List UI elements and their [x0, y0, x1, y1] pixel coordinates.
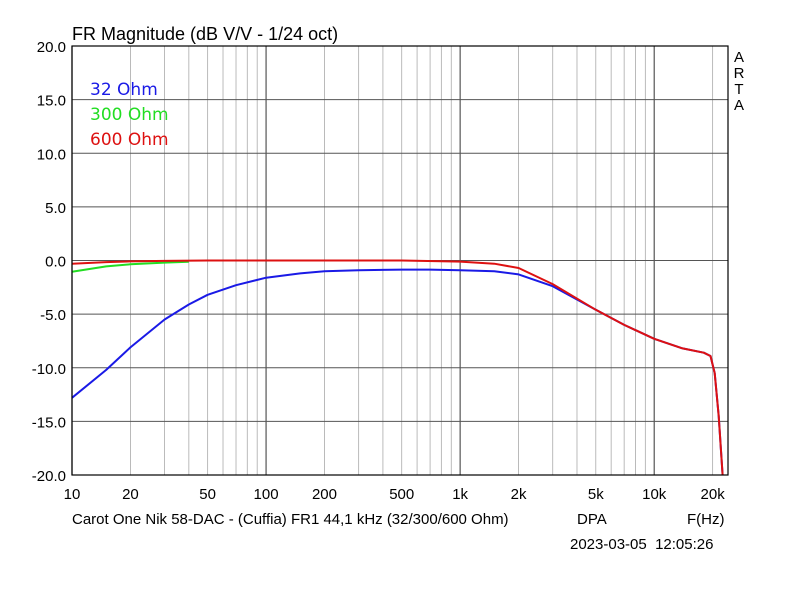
y-tick-label: -20.0 [32, 468, 66, 485]
y-tick-label: -15.0 [32, 414, 66, 431]
series-lines [71, 259, 724, 476]
y-tick-label: 0.0 [45, 254, 66, 271]
x-tick-label: 10 [64, 486, 81, 503]
y-axis-tick-labels: 20.0 15.0 10.0 5.0 0.0 -5.0 -10.0 -15.0 -20.0 [32, 39, 66, 485]
x-tick-label: 5k [588, 486, 604, 503]
legend-entry: 600 Ohm [90, 130, 169, 150]
watermark-letter: A [734, 97, 744, 114]
x-tick-label: 2k [511, 486, 527, 503]
y-tick-label: -5.0 [40, 307, 66, 324]
x-tick-label: 20k [701, 486, 726, 503]
series-line [71, 259, 724, 476]
x-tick-label: 50 [199, 486, 216, 503]
x-tick-label: 500 [389, 486, 414, 503]
y-tick-label: 15.0 [37, 93, 66, 110]
x-tick-label: 1k [452, 486, 468, 503]
x-tick-label: 10k [642, 486, 667, 503]
y-tick-label: 5.0 [45, 200, 66, 217]
plot-frame [71, 45, 729, 476]
y-tick-label: 20.0 [37, 39, 66, 56]
series-line [71, 268, 724, 476]
x-tick-label: 100 [254, 486, 279, 503]
series-line [71, 260, 189, 273]
y-tick-label: -10.0 [32, 361, 66, 378]
footer-dpa: DPA [577, 511, 607, 528]
y-tick-label: 10.0 [37, 146, 66, 163]
legend: 32 Ohm 300 Ohm 600 Ohm [90, 80, 169, 150]
chart-title: FR Magnitude (dB V/V - 1/24 oct) [72, 24, 338, 44]
x-tick-label: 200 [312, 486, 337, 503]
watermark-letter: A [734, 49, 744, 66]
footer-caption: Carot One Nik 58-DAC - (Cuffia) FR1 44,1… [72, 511, 509, 528]
x-axis-label: F(Hz) [687, 511, 725, 528]
watermark-letter: T [734, 81, 743, 98]
footer-timestamp: 2023-03-05 12:05:26 [570, 536, 713, 553]
x-tick-label: 20 [122, 486, 139, 503]
watermark-letter: R [734, 65, 745, 82]
legend-entry: 32 Ohm [90, 80, 158, 100]
x-axis-tick-labels: 10 20 50 100 200 500 1k 2k 5k 10k 20k [64, 486, 726, 503]
legend-entry: 300 Ohm [90, 105, 169, 125]
